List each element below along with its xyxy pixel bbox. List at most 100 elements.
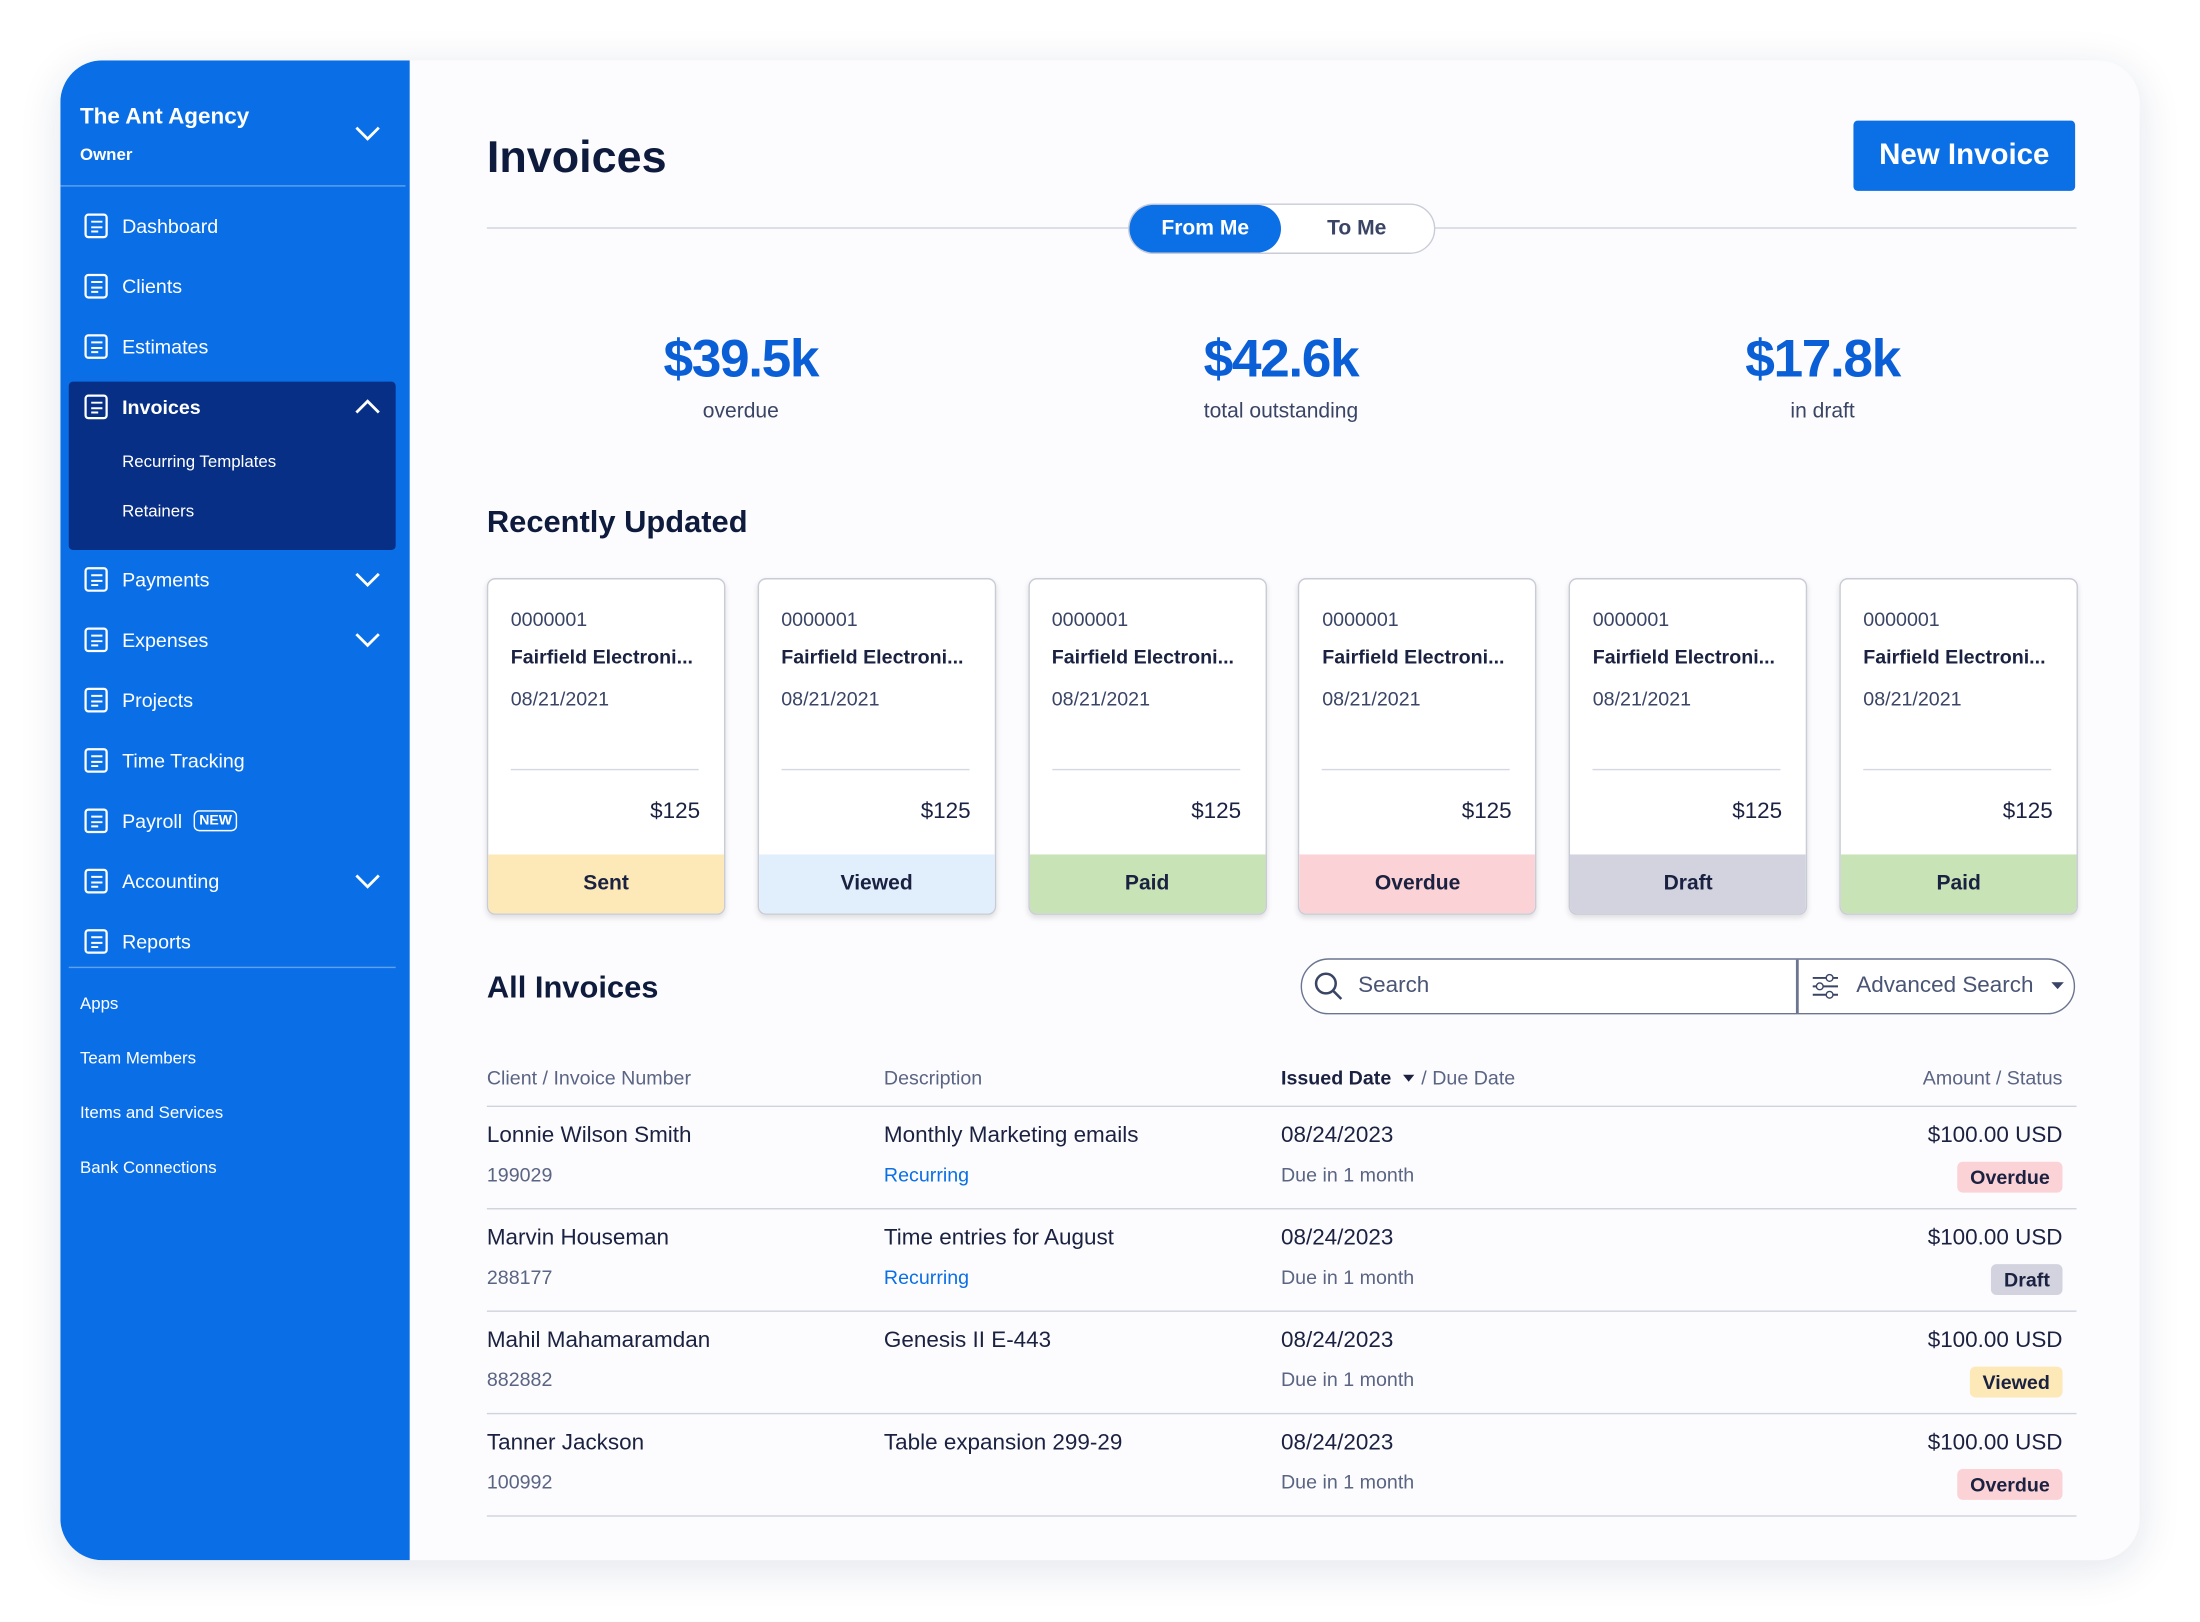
nav-icon (84, 273, 108, 299)
client-name[interactable]: Marvin Houseman (486, 1226, 670, 1251)
column-header: Client / Invoice Number (486, 1066, 692, 1089)
app-window: The Ant Agency Owner Dashboard Clients Est… (60, 60, 2140, 1561)
chevron[interactable] (354, 397, 382, 417)
client-name[interactable]: Tanner Jackson (486, 1431, 645, 1455)
org-role: Owner (79, 144, 133, 165)
toggle-option[interactable]: From Me (1129, 204, 1281, 253)
org-name[interactable]: The Ant Agency (79, 105, 250, 130)
stat-value: $39.5k (663, 330, 819, 390)
card-amount: $125 (920, 799, 971, 824)
nav-icon (84, 567, 108, 592)
invoice-card[interactable]: 0000001 Fairfield Electroni... 08/21/2021 $… (1298, 578, 1537, 915)
nav-subitem[interactable]: Recurring Templates (122, 451, 277, 472)
new-invoice-button[interactable]: New Invoice (1853, 120, 2076, 191)
card-status: Overdue (1299, 854, 1536, 914)
sidebar-link[interactable]: Items and Services (79, 1102, 224, 1123)
nav-icon (84, 808, 108, 834)
description: Table expansion 299-29 (883, 1431, 1123, 1455)
nav-item[interactable]: Estimates (122, 335, 209, 358)
stat-value: $17.8k (1745, 330, 1901, 390)
card-amount: $125 (2002, 799, 2053, 824)
card-status: Viewed (758, 854, 995, 914)
description: Genesis II E-443 (883, 1328, 1052, 1353)
column-header: Amount / Status (1922, 1066, 2063, 1089)
card-date: 08/21/2021 (1051, 687, 1151, 710)
sidebar-link[interactable]: Team Members (79, 1048, 196, 1068)
nav-active-group (68, 381, 396, 550)
card-date: 08/21/2021 (510, 687, 610, 710)
invoice-card[interactable]: 0000001 Fairfield Electroni... 08/21/2021 $… (1839, 578, 2078, 915)
recurring-tag: Recurring (883, 1265, 970, 1289)
nav-item[interactable]: Projects (122, 688, 194, 712)
description: Time entries for August (883, 1226, 1114, 1251)
column-header: / Due Date (1421, 1066, 1516, 1089)
status-pill: Viewed (1969, 1366, 2063, 1398)
card-client: Fairfield Electroni... (1863, 645, 2046, 668)
card-rule (1592, 768, 1781, 771)
card-number: 0000001 (1322, 607, 1399, 630)
search-box[interactable]: Search Advanced Search (1300, 958, 2076, 1015)
due-date: Due in 1 month (1280, 1265, 1415, 1289)
chevron[interactable] (354, 871, 382, 891)
invoice-card[interactable]: 0000001 Fairfield Electroni... 08/21/2021 $… (1027, 578, 1267, 915)
card-date: 08/21/2021 (1322, 687, 1421, 710)
card-client: Fairfield Electroni... (510, 645, 694, 668)
stat-label: overdue (702, 399, 779, 424)
issued-date: 08/24/2023 (1280, 1226, 1394, 1251)
client-name[interactable]: Mahil Mahamaramdan (486, 1328, 711, 1353)
card-date: 08/21/2021 (1592, 687, 1692, 710)
stat-value: $42.6k (1203, 330, 1360, 390)
nav-subitem[interactable]: Retainers (122, 500, 195, 521)
sidebar-link[interactable]: Bank Connections (79, 1157, 217, 1178)
nav-item[interactable]: Expenses (122, 628, 209, 652)
amount: $100.00 USD (1927, 1431, 2063, 1455)
amount: $100.00 USD (1927, 1328, 2063, 1353)
chevron[interactable] (354, 570, 382, 590)
client-name[interactable]: Lonnie Wilson Smith (486, 1123, 692, 1148)
nav-item[interactable]: Payroll (122, 809, 183, 833)
nav-icon (84, 929, 108, 954)
stat-label: in draft (1790, 399, 1855, 424)
stat-label: total outstanding (1203, 399, 1359, 424)
due-date: Due in 1 month (1280, 1367, 1415, 1391)
sidebar-link[interactable]: Apps (79, 993, 119, 1014)
recurring-tag: Recurring (883, 1163, 970, 1186)
chevron[interactable] (354, 630, 382, 650)
card-rule (1863, 768, 2052, 771)
amount: $100.00 USD (1927, 1123, 2063, 1148)
nav-item[interactable]: Invoices (122, 395, 201, 419)
nav-icon (84, 627, 108, 653)
nav-icon (84, 213, 108, 239)
invoice-card[interactable]: 0000001 Fairfield Electroni... 08/21/2021 $… (486, 578, 726, 915)
invoice-card[interactable]: 0000001 Fairfield Electroni... 08/21/2021 $… (1568, 578, 1808, 915)
invoice-card[interactable]: 0000001 Fairfield Electroni... 08/21/2021 $… (757, 578, 996, 915)
amount: $100.00 USD (1927, 1226, 2063, 1251)
nav-item[interactable]: Reports (122, 930, 191, 953)
due-date: Due in 1 month (1280, 1470, 1415, 1493)
table-rule (486, 1105, 2077, 1108)
column-header-sorted[interactable]: Issued Date (1280, 1066, 1392, 1089)
nav-item[interactable]: Clients (122, 274, 183, 298)
divider (60, 185, 406, 187)
card-client: Fairfield Electroni... (1322, 645, 1505, 668)
card-amount: $125 (1732, 799, 1783, 824)
description: Monthly Marketing emails (883, 1123, 1139, 1148)
toggle-option[interactable]: To Me (1327, 216, 1387, 240)
nav-item[interactable]: Dashboard (122, 214, 219, 238)
nav-item[interactable]: Time Tracking (122, 749, 245, 772)
nav-item[interactable]: Accounting (122, 869, 220, 893)
card-date: 08/21/2021 (781, 687, 880, 710)
filter-icon (1812, 973, 1839, 999)
card-rule (510, 768, 699, 771)
org-chevron[interactable] (354, 123, 382, 143)
advanced-search[interactable]: Advanced Search (1856, 973, 2034, 998)
card-amount: $125 (1191, 799, 1242, 824)
table-rule (486, 1208, 2077, 1210)
column-header: Description (883, 1066, 983, 1089)
nav-item[interactable]: Payments (122, 568, 210, 591)
invoice-number: 100992 (486, 1470, 553, 1493)
search-input[interactable]: Search (1358, 973, 1430, 998)
card-client: Fairfield Electroni... (1051, 645, 1235, 668)
